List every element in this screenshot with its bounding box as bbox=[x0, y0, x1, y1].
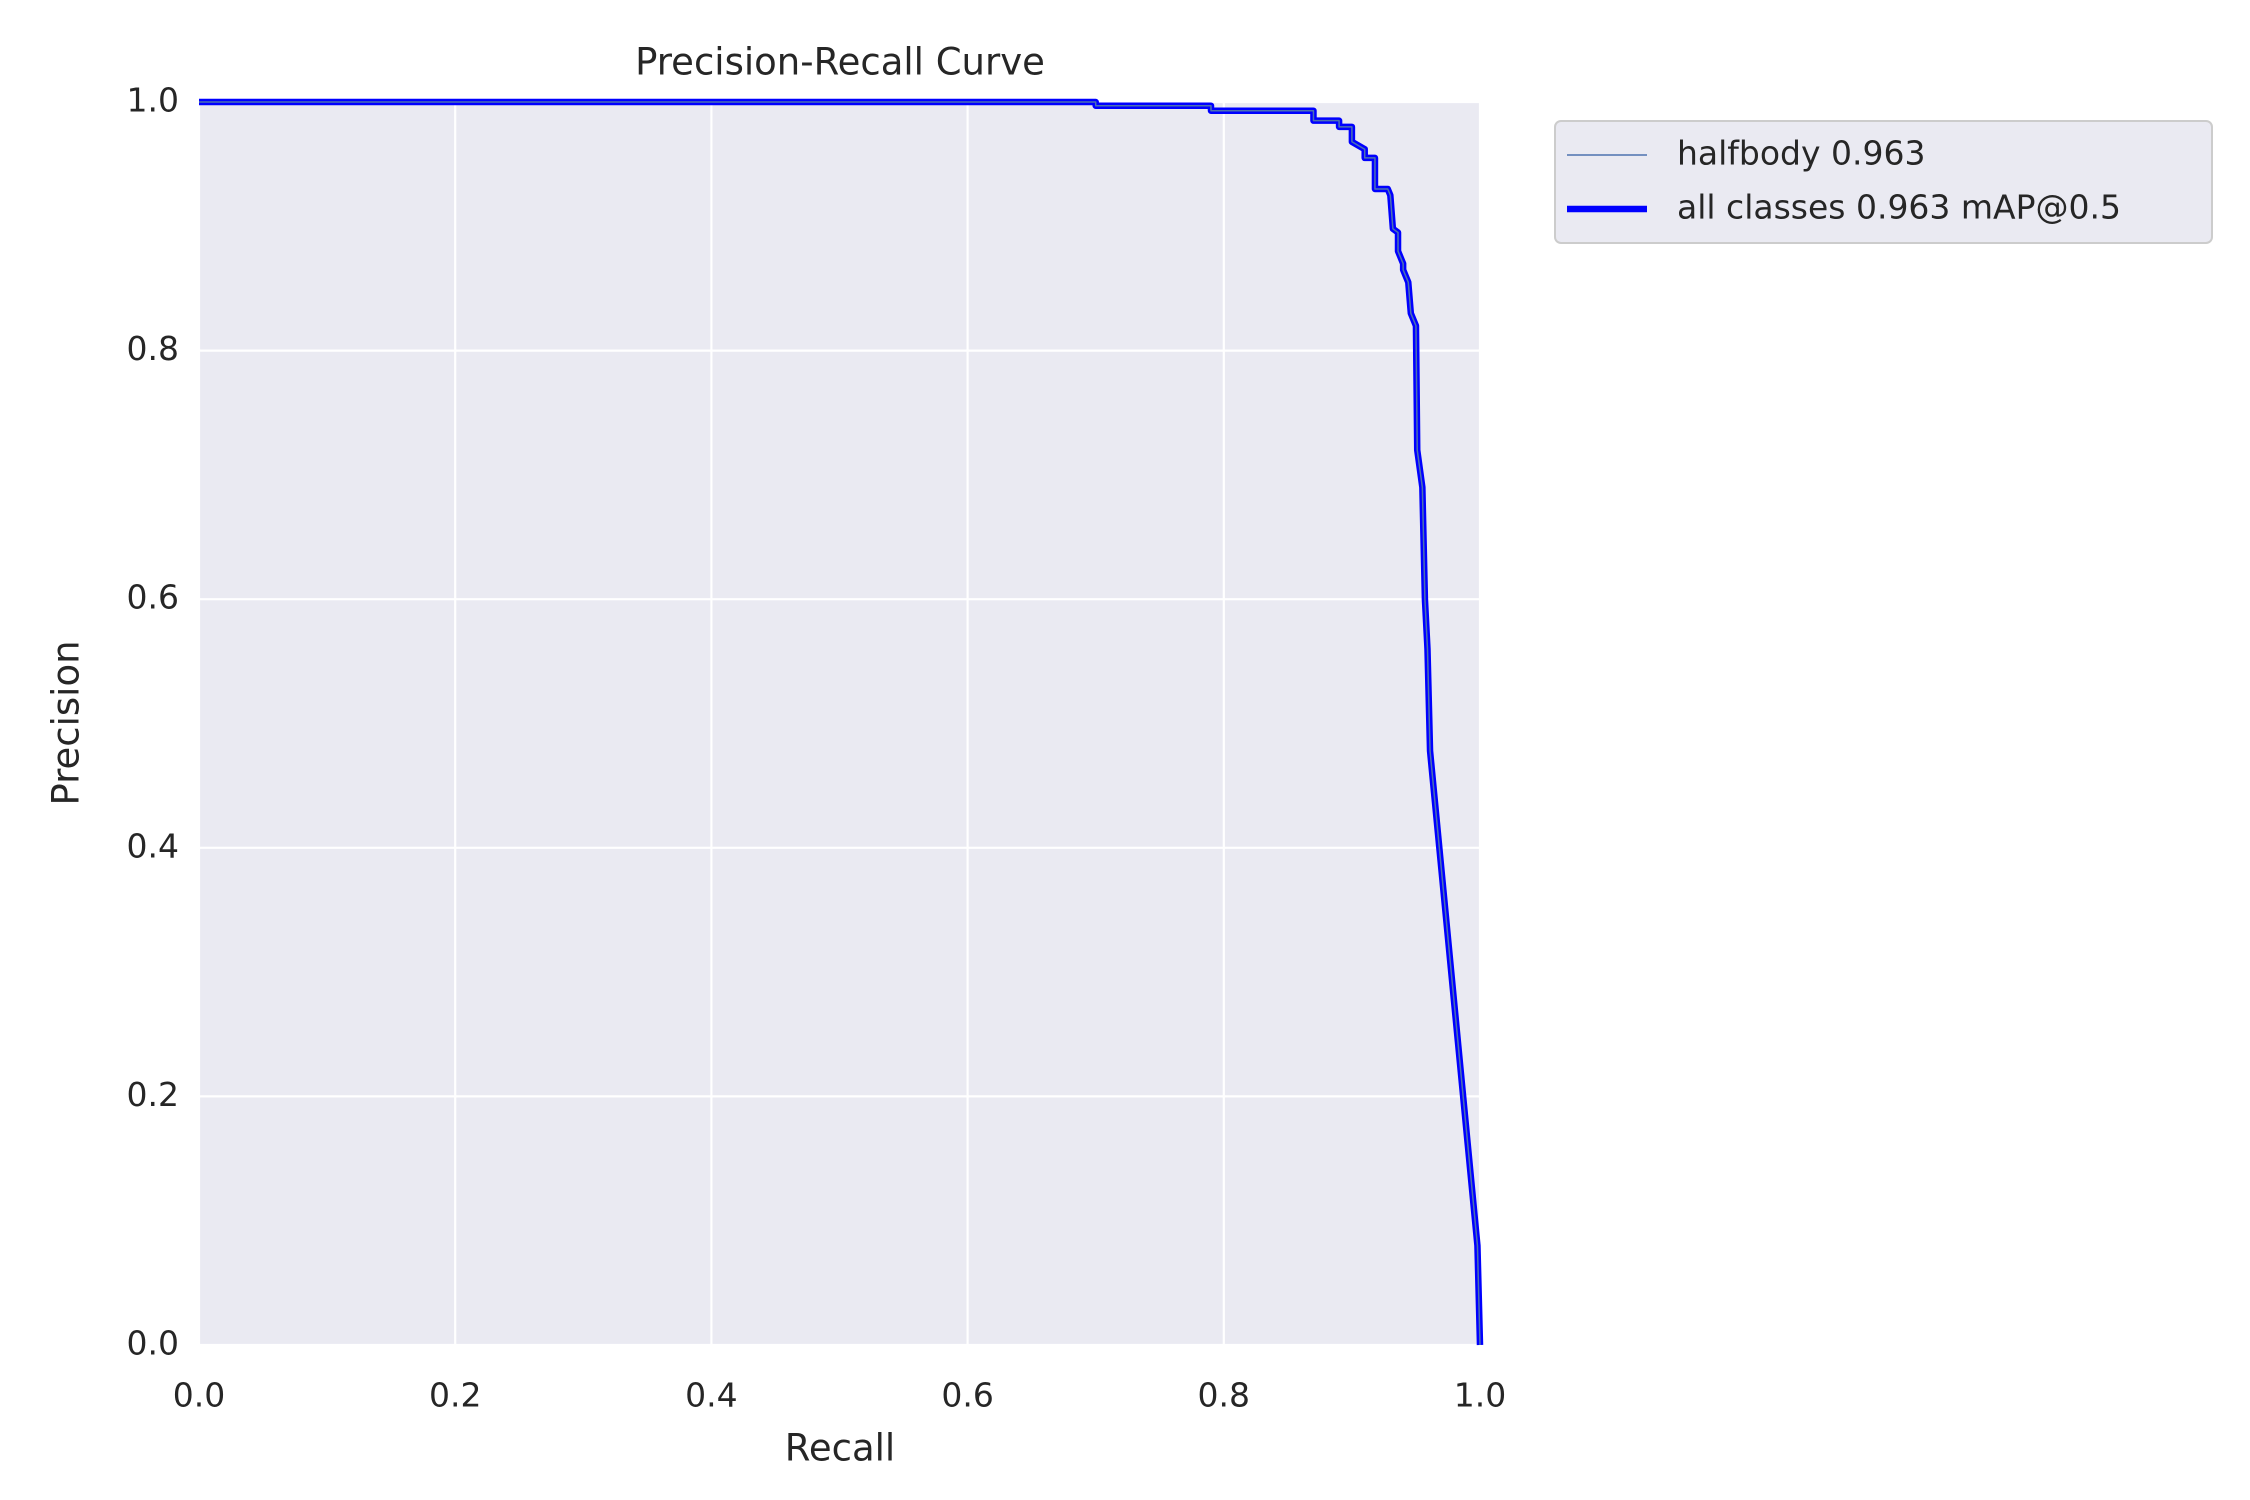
y-tick-label: 1.0 bbox=[127, 81, 179, 120]
x-axis-label: Recall bbox=[785, 1427, 895, 1470]
y-tick-label: 0.6 bbox=[127, 578, 179, 617]
lines bbox=[199, 98, 1484, 1346]
legend: halfbody 0.963 all classes 0.963 mAP@0.5 bbox=[1554, 120, 2213, 244]
legend-label: all classes 0.963 mAP@0.5 bbox=[1677, 188, 2121, 227]
x-tick-label: 0.8 bbox=[1198, 1376, 1250, 1415]
legend-box bbox=[1554, 120, 2213, 244]
pr-curve bbox=[199, 101, 1481, 1346]
chart-title: Precision-Recall Curve bbox=[635, 41, 1045, 84]
x-tick-label: 1.0 bbox=[1454, 1376, 1506, 1415]
plot-area bbox=[199, 102, 1480, 1345]
x-tick-label: 0.2 bbox=[429, 1376, 481, 1415]
y-axis-label: Precision bbox=[45, 640, 88, 805]
x-tick-label: 0.4 bbox=[685, 1376, 737, 1415]
x-tick-label: 0.6 bbox=[941, 1376, 993, 1415]
y-tick-label: 0.8 bbox=[127, 329, 179, 368]
legend-label: halfbody 0.963 bbox=[1677, 134, 1926, 173]
y-tick-label: 0.4 bbox=[127, 826, 179, 865]
y-tick-label: 0.0 bbox=[127, 1324, 179, 1363]
y-tick-label: 0.2 bbox=[127, 1075, 179, 1114]
x-tick-label: 0.0 bbox=[173, 1376, 225, 1415]
